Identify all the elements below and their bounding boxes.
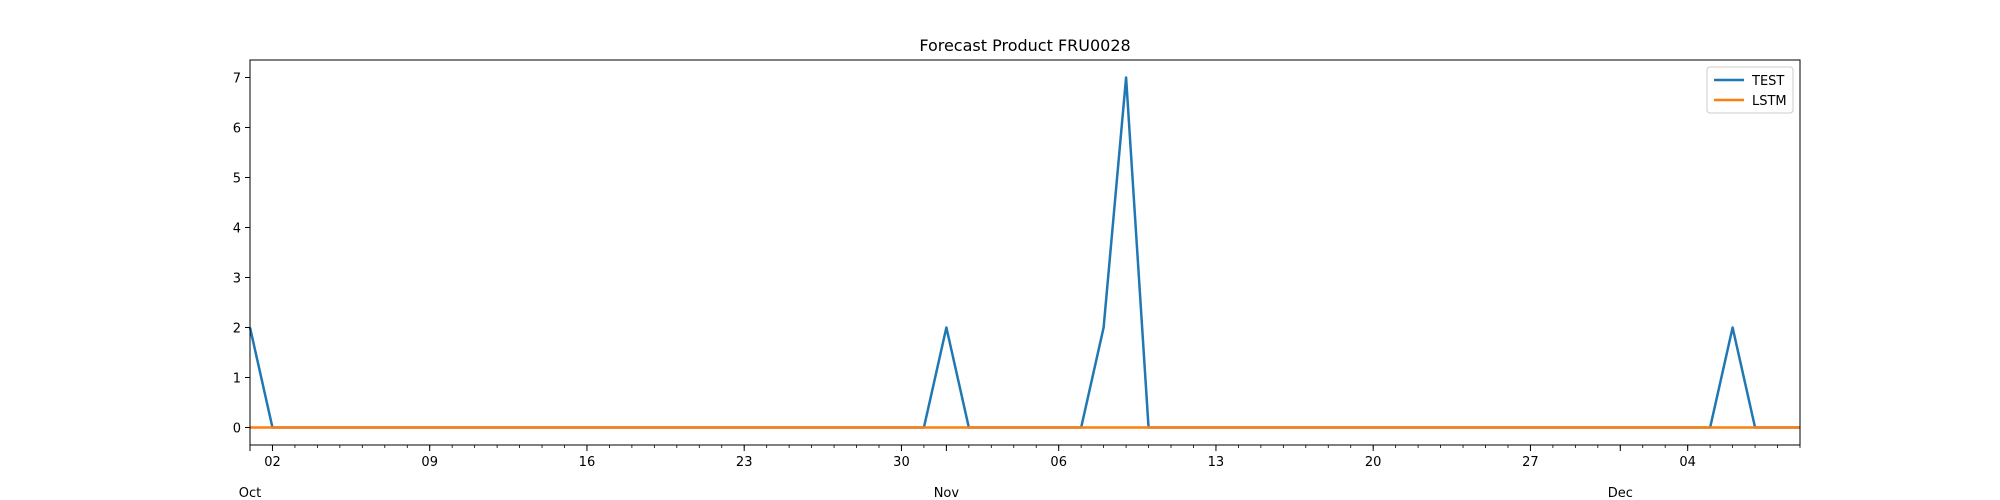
- x-tick-label: 30: [893, 455, 910, 470]
- plot-area: [248, 76, 1800, 429]
- axes-frame: [249, 59, 1801, 446]
- y-tick-label: 1: [233, 372, 241, 387]
- y-tick-label: 7: [233, 72, 241, 87]
- x-tick-label: 16: [579, 455, 596, 470]
- x-tick-label: 04: [1679, 455, 1696, 470]
- x-tick-label: 13: [1208, 455, 1225, 470]
- y-tick-label: 0: [233, 422, 241, 437]
- legend: TEST LSTM: [1706, 66, 1794, 114]
- x-tick-label: 27: [1522, 455, 1539, 470]
- y-tick-label: 5: [233, 172, 241, 187]
- y-tick-label: 3: [233, 272, 241, 287]
- y-tick-label: 2: [233, 322, 241, 337]
- y-tick-label: 4: [233, 222, 241, 237]
- x-tick-label: 09: [421, 455, 438, 470]
- legend-box: [1706, 66, 1794, 114]
- x-tick-label: 06: [1050, 455, 1067, 470]
- legend-label-lstm: LSTM: [1752, 94, 1787, 109]
- x-tick-label: 20: [1365, 455, 1382, 470]
- x-month-label: Dec: [1608, 486, 1633, 500]
- legend-label-test: TEST: [1751, 74, 1784, 89]
- x-tick-label: 23: [736, 455, 753, 470]
- x-month-label: Oct: [239, 486, 261, 500]
- x-month-label: Nov: [934, 486, 960, 500]
- y-tick-label: 6: [233, 122, 241, 137]
- chart-title: Forecast Product FRU0028: [919, 36, 1130, 55]
- x-tick-label: 02: [264, 455, 281, 470]
